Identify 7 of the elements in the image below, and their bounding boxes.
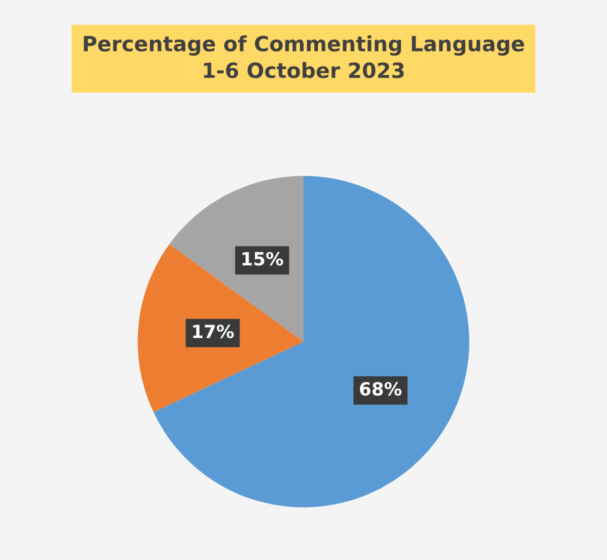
data-label: 15% xyxy=(242,252,284,266)
pie-slice xyxy=(154,176,470,508)
pie-slice xyxy=(169,176,304,342)
chart-title: Percentage of Commenting Language 1-6 October 2023 xyxy=(84,35,524,78)
pie-slice xyxy=(138,244,304,412)
data-label: 68% xyxy=(360,382,402,396)
data-label: 17% xyxy=(193,324,234,338)
